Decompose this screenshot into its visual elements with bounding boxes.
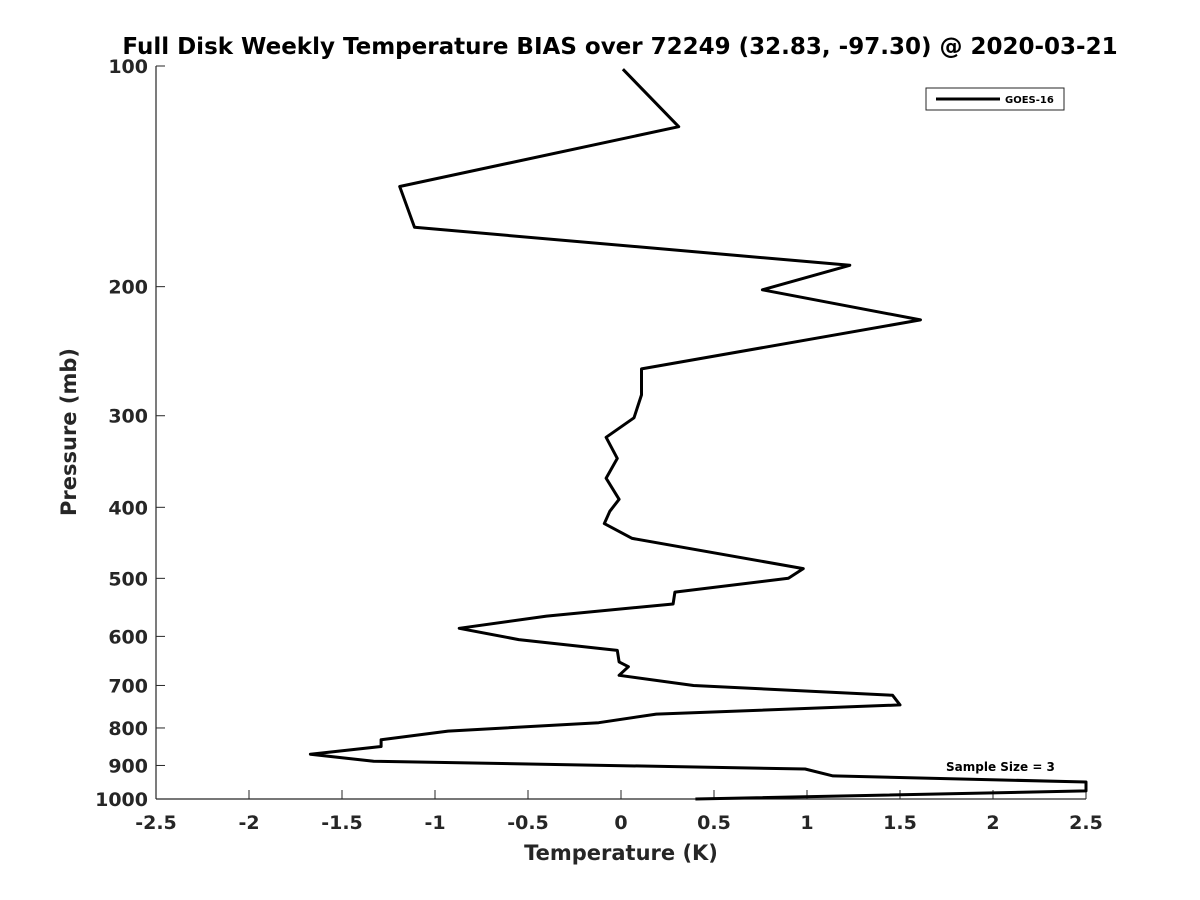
y-tick-label: 300 [108, 406, 148, 428]
y-tick-label: 200 [108, 277, 148, 299]
y-tick-label: 100 [108, 56, 148, 78]
sample-size-annotation: Sample Size = 3 [946, 760, 1055, 774]
y-tick-label: 700 [108, 675, 148, 697]
x-tick-label: -0.5 [507, 812, 549, 834]
x-tick-label: 1 [800, 812, 813, 834]
y-axis-label: Pressure (mb) [57, 348, 81, 516]
series-line-0 [308, 68, 1088, 801]
x-tick-label: 0 [614, 812, 627, 834]
x-tick-label: -1 [424, 812, 445, 834]
x-axis-ticks: -2.5 -2 -1.5 -1 -0.5 0 0.5 1 1.5 2 2.5 [135, 790, 1103, 834]
axes-frame [155, 66, 1086, 800]
x-tick-label: -1.5 [321, 812, 363, 834]
y-tick-label: 1000 [95, 789, 148, 811]
legend: GOES-16 [925, 87, 1065, 111]
chart-title: Full Disk Weekly Temperature BIAS over 7… [122, 34, 1117, 60]
y-tick-label: 500 [108, 568, 148, 590]
x-tick-label: -2.5 [135, 812, 177, 834]
x-axis-label: Temperature (K) [524, 841, 718, 865]
y-axis-ticks: 100 200 300 400 500 600 700 800 900 1000 [95, 56, 165, 811]
y-tick-label: 900 [108, 755, 148, 777]
x-tick-label: 0.5 [697, 812, 731, 834]
legend-label-goes16: GOES-16 [1005, 95, 1054, 106]
x-tick-label: 2.5 [1069, 812, 1103, 834]
series-layer [308, 68, 1088, 801]
x-tick-label: 1.5 [883, 812, 917, 834]
y-tick-label: 800 [108, 718, 148, 740]
y-tick-label: 600 [108, 626, 148, 648]
x-tick-label: 2 [986, 812, 999, 834]
x-tick-label: -2 [238, 812, 259, 834]
y-tick-label: 400 [108, 497, 148, 519]
